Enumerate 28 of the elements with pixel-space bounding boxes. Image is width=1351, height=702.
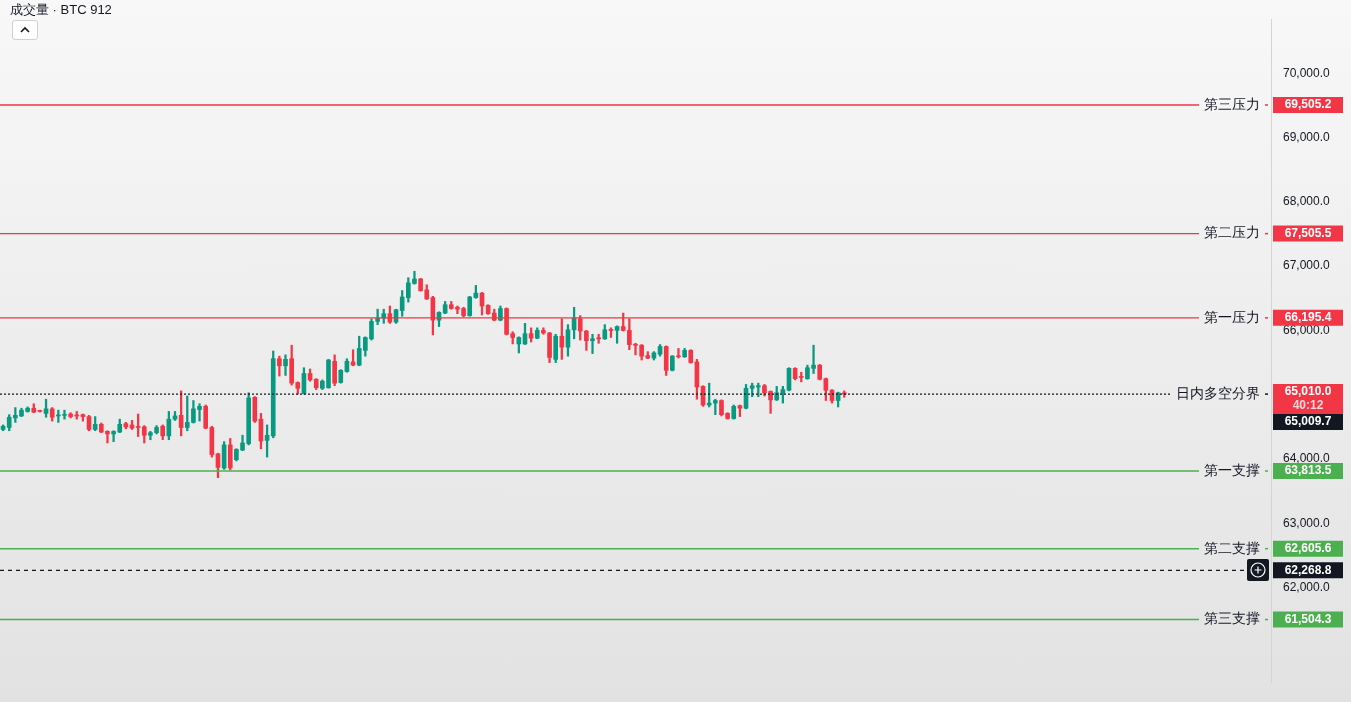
text: 67,505.5 bbox=[1284, 225, 1332, 240]
y-tick-label: 70,000.0 bbox=[1283, 65, 1331, 80]
ref-line-label: 第一支撑 bbox=[1204, 461, 1260, 478]
ref-line-label: 第二支撑 bbox=[1204, 539, 1260, 556]
text: 66,195.4 bbox=[1284, 310, 1332, 325]
text: 65,009.7 bbox=[1284, 414, 1332, 429]
y-tick-label: 63,000.0 bbox=[1283, 515, 1331, 530]
y-tick-label: 66,000.0 bbox=[1283, 322, 1331, 337]
y-tick-label: 62,000.0 bbox=[1283, 579, 1331, 594]
text: 40:12 bbox=[1292, 398, 1324, 413]
text: 63,813.5 bbox=[1284, 463, 1332, 478]
y-tick-label: 68,000.0 bbox=[1283, 194, 1331, 209]
ref-line-label: 日内多空分界 bbox=[1176, 384, 1260, 401]
ref-line-label: 第二压力 bbox=[1204, 224, 1260, 241]
candlestick bbox=[590, 333, 595, 354]
candlestick bbox=[676, 348, 681, 359]
y-tick-label: 67,000.0 bbox=[1283, 258, 1331, 273]
ref-line-label: 第三支撑 bbox=[1204, 610, 1260, 627]
text: 成交量 · BTC 912 bbox=[10, 1, 112, 17]
text: 62,268.8 bbox=[1284, 562, 1332, 577]
ref-line-label: 第一压力 bbox=[1204, 308, 1260, 325]
ref-line-label: 第三压力 bbox=[1204, 95, 1260, 112]
y-tick-label: 69,000.0 bbox=[1283, 129, 1331, 144]
y-tick-label: 64,000.0 bbox=[1283, 451, 1331, 466]
text: 61,504.3 bbox=[1284, 611, 1332, 626]
text: 69,505.2 bbox=[1284, 97, 1332, 112]
text: 62,605.6 bbox=[1284, 541, 1332, 555]
text: 65,010.0 bbox=[1284, 384, 1332, 399]
